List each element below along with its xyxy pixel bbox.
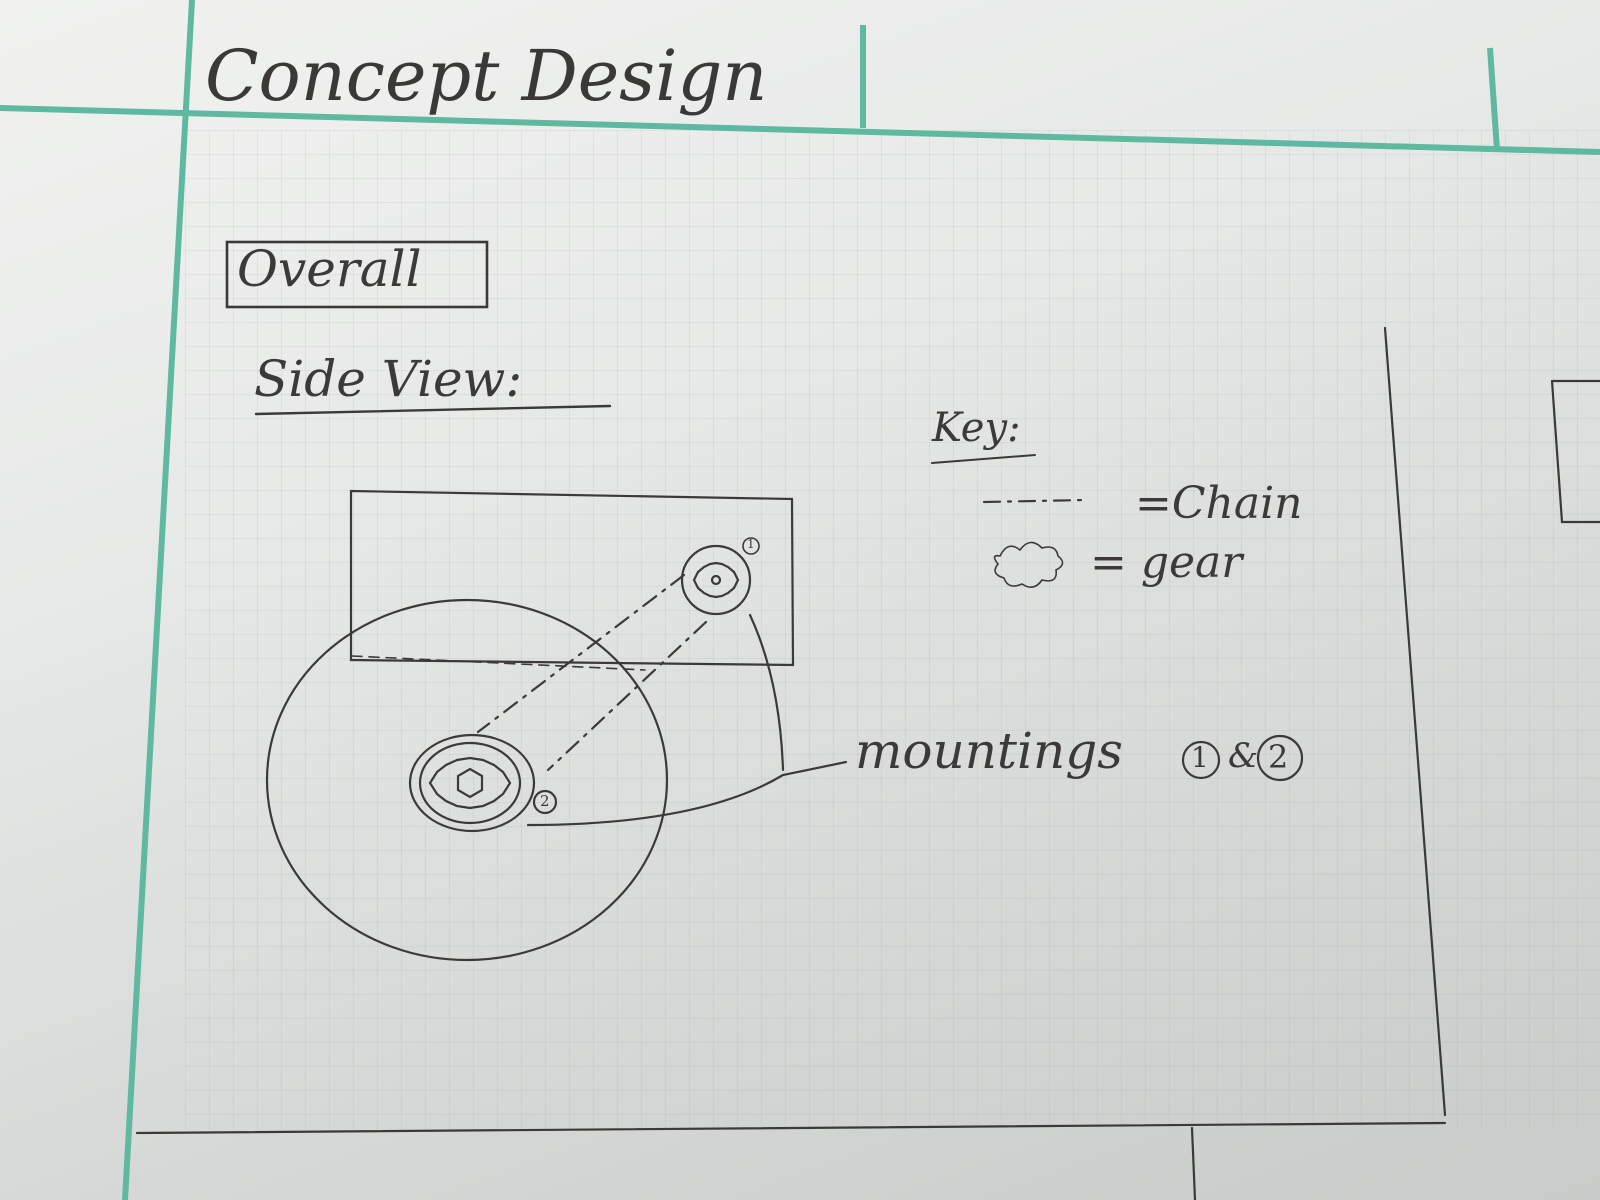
- callout-line-1: [748, 613, 785, 772]
- key-chain-symbol: [982, 498, 1087, 504]
- chain-upper: [476, 573, 686, 734]
- key-title: Key:: [932, 405, 1021, 451]
- offpage-box-outline: [1550, 379, 1600, 524]
- header-divider: [0, 105, 1600, 155]
- panel-bottom-divider: [1190, 1126, 1197, 1200]
- side-view-underline: [254, 404, 612, 416]
- panel-bottom-border: [135, 1121, 1447, 1135]
- callout-circle-1: [1181, 740, 1221, 780]
- panel-right-border: [1383, 326, 1447, 1117]
- callout-number-1: 1: [1191, 741, 1209, 774]
- marker-number-1: 1: [747, 537, 755, 551]
- overall-box: [225, 240, 489, 309]
- section-label: Overall: [237, 240, 422, 298]
- key-gear-label: = gear: [1090, 537, 1243, 588]
- hidden-edge-line: [351, 655, 646, 671]
- key-underline: [931, 454, 1036, 464]
- callout-line-2: [526, 760, 848, 827]
- marker-circle-2: [532, 789, 558, 815]
- header-column-line-2: [1487, 47, 1500, 151]
- key-gear-symbol: [993, 541, 1064, 588]
- page-title: Concept Design: [205, 35, 768, 117]
- left-margin-line: [122, 0, 195, 1200]
- hub-gear: [408, 733, 558, 833]
- graph-grid: [185, 130, 1600, 1130]
- frame-rectangle: [349, 489, 795, 667]
- key-chain-label: =Chain: [1135, 478, 1303, 529]
- callout-mountings: mountings: [855, 722, 1123, 780]
- callout-ampersand: &: [1228, 736, 1259, 776]
- chain-lower: [546, 620, 708, 772]
- callout-number-2: 2: [1268, 738, 1289, 776]
- sprocket-gear: [680, 537, 760, 616]
- side-view-drawing: [135, 240, 1600, 1200]
- view-title: Side View:: [254, 350, 523, 408]
- callout-circle-2: [1256, 734, 1304, 782]
- wheel-circle: [265, 598, 669, 962]
- marker-number-2: 2: [540, 792, 550, 810]
- marker-circle-1: [742, 537, 760, 555]
